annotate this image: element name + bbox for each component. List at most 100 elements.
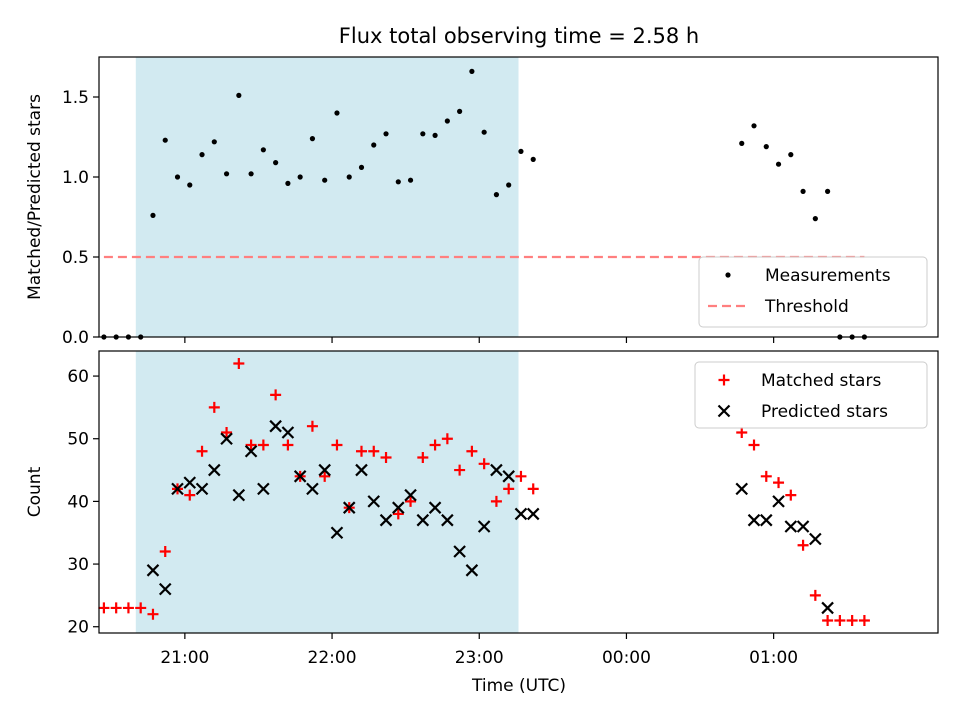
- matched-stars-point: [135, 602, 147, 614]
- matched-stars-point: [147, 608, 159, 620]
- measurements-point: [432, 132, 438, 138]
- measurements-point: [469, 68, 475, 74]
- measurements-point: [444, 118, 450, 124]
- counts-panel-legend: [694, 361, 928, 429]
- matched-stars-point: [773, 477, 785, 489]
- measurements-point: [371, 142, 377, 148]
- predicted-stars-point: [747, 513, 761, 527]
- matched-stars-point: [122, 602, 134, 614]
- matched-stars-point: [441, 433, 453, 445]
- measurements-point: [358, 164, 365, 170]
- threshold-legend-label: Threshold: [764, 297, 849, 317]
- measurements-point: [223, 171, 230, 177]
- matched-stars-point: [822, 614, 834, 626]
- predicted-stars-point: [208, 463, 221, 477]
- ratio-panel-y-tick-label: 0.0: [62, 328, 89, 348]
- predicted-stars-point: [367, 495, 381, 508]
- measurements-point: [211, 139, 217, 145]
- predicted-stars-point: [514, 507, 528, 521]
- predicted-stars-point: [821, 601, 834, 615]
- measurements-point: [187, 182, 193, 188]
- matched-stars-point: [98, 602, 110, 614]
- matched-stars-point: [466, 445, 478, 457]
- matched-stars-point: [245, 439, 257, 451]
- predicted-stars-point: [293, 470, 307, 483]
- matched-stars-point: [110, 602, 122, 614]
- matched-stars-point: [515, 470, 527, 482]
- matched-stars-point: [355, 445, 367, 457]
- measurements-point: [150, 212, 156, 218]
- measurements-point: [506, 182, 512, 188]
- measurements-point: [346, 174, 352, 180]
- measurements-point: [260, 147, 266, 153]
- matched-stars-point: [405, 495, 417, 507]
- predicted-stars-point: [158, 582, 172, 596]
- counts-panel-observing-span: [135, 351, 519, 633]
- predicted-stars-point: [146, 564, 160, 577]
- predicted-stars-point: [244, 444, 258, 458]
- measurements-point: [788, 152, 794, 158]
- counts-panel-y-tick-label: 60: [67, 367, 89, 387]
- measurements-point: [800, 188, 806, 194]
- matched-stars-point: [846, 614, 858, 626]
- predicted-stars-legend-swatch: [717, 404, 731, 418]
- matched-stars-point: [233, 358, 245, 370]
- matched-stars-point: [257, 439, 269, 451]
- ratio-panel-y-tick-label: 0.5: [62, 248, 89, 268]
- predicted-stars-point: [772, 495, 785, 508]
- predicted-stars-point: [809, 532, 822, 546]
- matched-stars-point: [368, 445, 380, 457]
- predicted-stars-point: [735, 482, 749, 496]
- x-tick-label: 23:00: [455, 648, 504, 668]
- predicted-stars-point: [220, 432, 233, 446]
- predicted-stars-point: [330, 526, 344, 540]
- predicted-stars-point: [526, 507, 540, 521]
- measurements-point: [395, 179, 401, 185]
- matched-stars-point: [834, 614, 846, 626]
- predicted-stars-point: [796, 520, 810, 533]
- matched-stars-point: [785, 489, 797, 501]
- predicted-stars-point: [441, 513, 454, 527]
- predicted-stars-point: [759, 513, 773, 527]
- predicted-stars-point: [490, 463, 503, 477]
- measurements-point: [530, 156, 536, 162]
- predicted-stars-point: [477, 520, 491, 533]
- matched-stars-point: [282, 439, 294, 451]
- matched-stars-point: [858, 614, 870, 626]
- matched-stars-point: [736, 426, 748, 438]
- counts-panel-y-tick-label: 50: [67, 430, 89, 450]
- predicted-stars-point: [416, 513, 430, 527]
- ratio-panel-observing-span: [135, 57, 519, 337]
- measurements-legend-label: Measurements: [765, 266, 891, 286]
- predicted-stars-point: [392, 501, 405, 514]
- predicted-stars-point: [195, 482, 209, 496]
- measurements-point: [236, 92, 242, 98]
- x-tick-label: 22:00: [308, 648, 357, 668]
- predicted-stars-point: [171, 482, 184, 496]
- measurements-point: [825, 188, 831, 194]
- matched-stars-point: [809, 589, 821, 601]
- measurements-point: [199, 152, 205, 158]
- matched-stars-point: [196, 445, 208, 457]
- matched-stars-point: [490, 495, 502, 507]
- predicted-stars-point: [257, 482, 270, 496]
- matched-stars-legend-swatch: [718, 374, 730, 386]
- matched-stars-point: [306, 420, 318, 432]
- matched-stars-point: [380, 452, 392, 464]
- matched-stars-point: [417, 452, 429, 464]
- measurements-point: [775, 161, 782, 167]
- measurements-point: [493, 192, 500, 198]
- predicted-stars-legend-label: Predicted stars: [761, 402, 888, 422]
- predicted-stars-point: [502, 470, 515, 483]
- matched-stars-point: [454, 464, 466, 476]
- top-panel-y-axis-label: Matched/Predicted stars: [25, 94, 45, 300]
- bottom-panel-y-axis-label: Count: [25, 466, 45, 517]
- predicted-stars-point: [465, 564, 479, 577]
- matched-stars-point: [503, 483, 515, 495]
- ratio-panel-y-tick-label: 1.5: [62, 88, 89, 108]
- measurements-point: [174, 174, 181, 180]
- measurements-point: [334, 110, 340, 116]
- measurements-point: [518, 148, 524, 154]
- predicted-stars-point: [784, 520, 798, 533]
- x-axis-label: Time (UTC): [471, 676, 566, 696]
